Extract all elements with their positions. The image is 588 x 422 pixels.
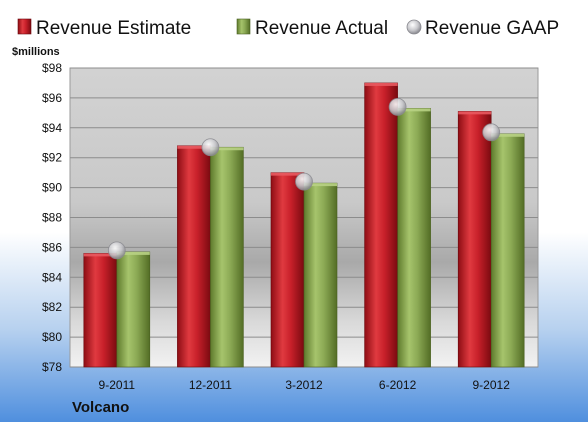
y-tick-label: $88 [42,211,62,225]
x-tick-label: 12-2011 [189,378,232,392]
x-tick-label: 3-2012 [285,378,323,392]
bar-top-highlight [364,82,398,86]
x-tick-label: 6-2012 [379,378,417,392]
marker-revenue-gaap [201,138,220,157]
bar-top-highlight [304,183,337,187]
y-tick-label: $94 [42,121,62,135]
legend-label: Revenue Estimate [36,18,191,39]
y-tick-label: $90 [42,181,62,195]
y-tick-label: $86 [42,240,62,254]
bar-revenue-estimate [457,111,492,368]
marker-revenue-gaap [107,241,126,260]
unit-label: $millions [12,46,60,58]
bar-revenue-actual [116,251,151,368]
bar-top-highlight [83,253,117,257]
bar-revenue-actual [490,133,525,368]
bar-top-highlight [397,108,431,112]
y-tick-label: $82 [42,300,62,314]
legend: Revenue Estimate Revenue Actual Revenue GA… [17,18,559,39]
marker-revenue-gaap [388,97,407,116]
bar-revenue-estimate [83,253,118,368]
bar-revenue-estimate [364,82,398,368]
y-tick-label: $92 [42,151,62,165]
bar-top-highlight [271,172,304,176]
x-tick-label: 9-2011 [99,378,136,392]
marker-revenue-gaap [482,123,501,142]
y-tick-label: $98 [42,61,62,75]
bar-revenue-actual [303,182,338,368]
bar-revenue-estimate [270,172,305,368]
bars [83,82,525,368]
y-tick-label: $84 [42,270,62,284]
bar-revenue-estimate [177,145,211,368]
y-tick-label: $96 [42,91,62,105]
bar-top-highlight [458,111,492,115]
y-tick-label: $78 [42,360,62,374]
legend-swatch [17,18,32,35]
x-tick-label: 9-2012 [473,378,511,392]
bar-top-highlight [491,133,525,137]
bar-revenue-actual [210,146,244,368]
legend-swatch [236,18,251,35]
y-axis: $78 $80 $82 $84 $86 $88 $90 $92 $94 $96 $98 [42,61,62,374]
legend-label: Revenue GAAP [425,18,559,39]
y-tick-label: $80 [42,330,62,344]
bar-top-highlight [210,147,244,151]
legend-swatch [406,19,422,35]
marker-revenue-gaap [295,172,313,191]
bar-revenue-actual [397,108,431,368]
bar-top-highlight [177,145,211,149]
x-axis: 9-2011 12-2011 3-2012 6-2012 9-2012 [99,378,511,392]
bar-top-highlight [116,251,150,255]
gaap-markers [107,97,501,260]
company-name: Volcano [72,399,129,416]
legend-label: Revenue Actual [255,18,388,39]
